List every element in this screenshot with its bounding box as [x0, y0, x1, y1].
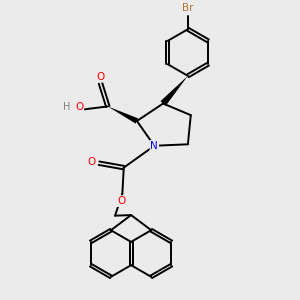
- Text: O: O: [117, 196, 126, 206]
- Polygon shape: [108, 106, 138, 124]
- Text: Br: Br: [182, 3, 194, 13]
- Text: H: H: [63, 102, 71, 112]
- Text: N: N: [151, 141, 158, 151]
- Text: O: O: [96, 72, 105, 82]
- Polygon shape: [160, 76, 188, 106]
- Text: O: O: [75, 102, 83, 112]
- Text: O: O: [88, 157, 96, 167]
